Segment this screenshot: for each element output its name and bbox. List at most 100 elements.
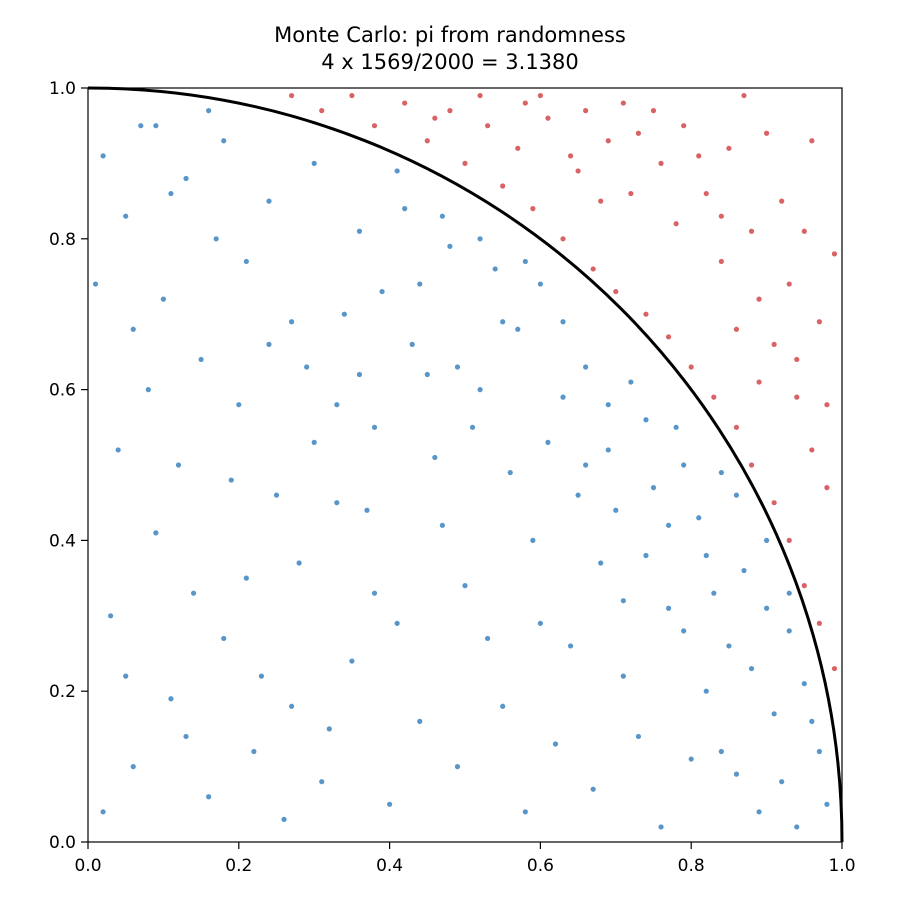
inside-point bbox=[537, 281, 544, 287]
outside-point bbox=[824, 402, 830, 408]
x-tick-label: 0.4 bbox=[376, 856, 403, 876]
inside-point bbox=[92, 281, 99, 287]
outside-point bbox=[605, 138, 611, 144]
inside-point bbox=[175, 462, 182, 468]
inside-point bbox=[387, 801, 393, 807]
inside-point bbox=[598, 560, 604, 566]
inside-point bbox=[575, 492, 581, 498]
y-tick-label: 0.8 bbox=[49, 230, 76, 250]
inside-point bbox=[145, 387, 151, 393]
inside-point bbox=[198, 356, 204, 363]
points-layer bbox=[92, 92, 838, 830]
inside-point bbox=[319, 779, 325, 785]
outside-point bbox=[560, 236, 566, 242]
outside-point bbox=[809, 447, 815, 453]
outside-point bbox=[583, 108, 589, 114]
outside-point bbox=[635, 130, 642, 136]
inside-point bbox=[243, 258, 249, 265]
axes-frame bbox=[87, 87, 843, 843]
inside-point bbox=[100, 153, 106, 159]
outside-point bbox=[764, 130, 770, 136]
inside-point bbox=[500, 319, 506, 325]
outside-point bbox=[681, 123, 687, 129]
inside-point bbox=[748, 665, 755, 672]
inside-point bbox=[130, 764, 136, 770]
inside-point bbox=[206, 108, 212, 114]
outside-point bbox=[726, 145, 732, 151]
inside-point bbox=[560, 319, 566, 325]
outside-point bbox=[809, 138, 815, 144]
inside-point bbox=[590, 786, 596, 792]
inside-point bbox=[213, 236, 219, 242]
inside-point bbox=[138, 123, 144, 129]
outside-point bbox=[522, 100, 528, 106]
inside-point bbox=[168, 696, 174, 702]
inside-point bbox=[417, 718, 423, 724]
inside-point bbox=[756, 809, 762, 815]
inside-point bbox=[771, 711, 777, 717]
inside-point bbox=[522, 258, 528, 265]
outside-point bbox=[447, 108, 453, 114]
outside-point bbox=[349, 92, 355, 99]
x-tick-label: 0.6 bbox=[527, 856, 554, 876]
inside-point bbox=[379, 288, 385, 295]
inside-point bbox=[266, 341, 272, 347]
outside-point bbox=[432, 115, 438, 121]
x-tick-label: 1.0 bbox=[828, 856, 855, 876]
x-axis: 0.0 0.2 0.4 0.6 0.8 1.0 bbox=[74, 842, 856, 876]
inside-point bbox=[613, 507, 619, 513]
y-tick-label: 0.0 bbox=[49, 833, 76, 853]
inside-point bbox=[100, 809, 106, 815]
inside-point bbox=[560, 394, 566, 400]
outside-point bbox=[643, 311, 649, 317]
inside-point bbox=[733, 492, 740, 498]
inside-point bbox=[341, 311, 347, 317]
outside-point bbox=[794, 394, 800, 400]
outside-point bbox=[801, 583, 807, 589]
inside-point bbox=[371, 590, 378, 596]
inside-point bbox=[726, 643, 732, 649]
inside-point bbox=[665, 522, 672, 528]
inside-point bbox=[417, 281, 423, 287]
outside-point bbox=[696, 153, 702, 159]
inside-point bbox=[394, 620, 400, 626]
outside-point bbox=[650, 108, 657, 114]
outside-point bbox=[545, 115, 551, 121]
inside-point bbox=[130, 326, 136, 332]
inside-point bbox=[123, 673, 129, 679]
outside-point bbox=[748, 462, 755, 468]
inside-point bbox=[243, 575, 249, 581]
outside-point bbox=[794, 356, 800, 363]
outside-point bbox=[786, 281, 792, 287]
outside-point bbox=[801, 228, 807, 234]
inside-point bbox=[688, 756, 694, 762]
inside-point bbox=[221, 635, 227, 642]
y-tick-label: 0.2 bbox=[49, 682, 76, 702]
outside-point bbox=[530, 206, 536, 212]
inside-point bbox=[583, 462, 589, 468]
inside-point bbox=[432, 454, 438, 461]
inside-point bbox=[394, 168, 400, 174]
inside-point bbox=[183, 175, 189, 182]
outside-point bbox=[628, 190, 634, 197]
inside-point bbox=[643, 417, 649, 423]
outside-point bbox=[756, 296, 762, 302]
inside-point bbox=[266, 198, 272, 204]
outside-point bbox=[537, 92, 544, 99]
inside-point bbox=[801, 681, 807, 687]
inside-point bbox=[681, 462, 687, 468]
inside-point bbox=[273, 492, 280, 498]
inside-point bbox=[673, 424, 679, 430]
outside-point bbox=[673, 221, 679, 227]
inside-point bbox=[454, 364, 461, 370]
inside-point bbox=[764, 605, 770, 611]
outside-point bbox=[515, 145, 521, 151]
inside-point bbox=[477, 387, 483, 393]
inside-point bbox=[530, 537, 536, 544]
outside-point bbox=[711, 394, 717, 400]
inside-point bbox=[454, 764, 461, 770]
outside-point bbox=[371, 123, 378, 129]
inside-point bbox=[251, 748, 257, 755]
inside-point bbox=[334, 500, 340, 506]
